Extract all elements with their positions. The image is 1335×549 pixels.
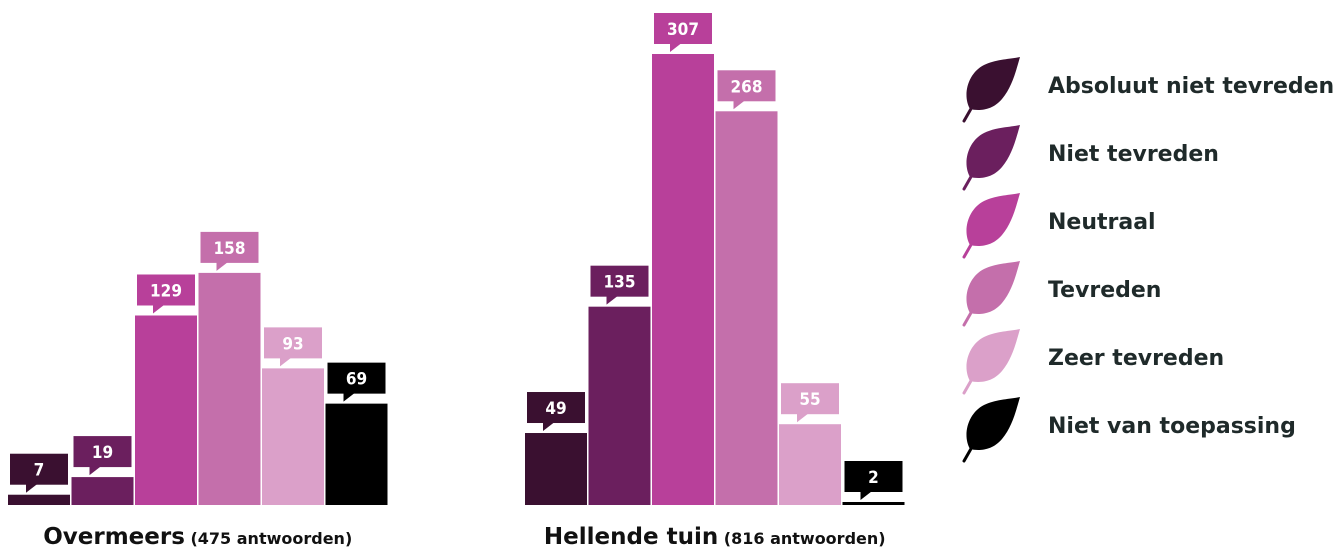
leaf-icon: [966, 193, 1020, 246]
bar-hellende-tuin-niet-van-toepassing: [842, 502, 905, 505]
value-label-pointer: [860, 491, 872, 500]
value-label-text: 49: [545, 399, 566, 419]
group-count: (475 antwoorden): [185, 529, 352, 548]
legend-item: Niet tevreden: [962, 125, 1219, 191]
value-label-pointer: [89, 466, 101, 476]
value-label-pointer: [26, 484, 37, 493]
bar-overmeers-neutraal: [135, 315, 197, 505]
value-labels-layer: 7 19 129 158 93 69 49 135 307 268 55 2: [10, 13, 903, 500]
legend: Absoluut niet tevreden Niet tevreden Neutr…: [962, 57, 1334, 463]
value-label: 19: [73, 436, 132, 476]
value-label-box: [137, 274, 195, 306]
value-label: 93: [264, 327, 322, 367]
value-label-box: [10, 453, 68, 485]
value-label-box: [73, 436, 132, 468]
legend-label: Absoluut niet tevreden: [1048, 74, 1334, 99]
value-label: 158: [200, 231, 259, 271]
value-label-box: [717, 70, 776, 102]
bar-overmeers-niet-van-toepassing: [325, 403, 388, 505]
value-label: 7: [10, 453, 68, 493]
value-label-pointer: [216, 262, 228, 271]
group-count: (816 antwoorden): [718, 529, 885, 548]
bars-layer: [8, 54, 905, 506]
leaf-stem: [962, 105, 974, 123]
legend-label: Tevreden: [1048, 278, 1161, 303]
value-label-box: [590, 265, 649, 297]
leaf-stem: [962, 377, 974, 395]
group-name: Hellende tuin: [544, 524, 718, 549]
value-label-text: 129: [150, 281, 182, 301]
value-label-box: [781, 383, 839, 415]
value-label-pointer: [797, 413, 808, 423]
value-label: 307: [654, 13, 712, 52]
bar-overmeers-zeer-tevreden: [262, 368, 324, 505]
leaf-icon: [966, 57, 1020, 110]
bar-hellende-tuin-neutraal: [652, 54, 714, 505]
leaf-stem: [962, 241, 974, 259]
value-label-text: 2: [868, 468, 879, 488]
value-label: 135: [590, 265, 649, 305]
value-label-box: [264, 327, 322, 359]
legend-label: Zeer tevreden: [1048, 346, 1224, 371]
leaf-stem: [962, 445, 974, 463]
legend-item: Zeer tevreden: [962, 329, 1224, 395]
group-label: Hellende tuin (816 antwoorden): [544, 524, 886, 549]
bar-hellende-tuin-tevreden: [715, 111, 778, 506]
value-label-box: [200, 231, 259, 263]
value-label: 2: [844, 461, 903, 500]
value-label-text: 158: [214, 239, 246, 259]
value-label-text: 135: [604, 273, 636, 293]
value-label-text: 7: [34, 461, 45, 481]
value-label-pointer: [670, 43, 681, 52]
value-label-pointer: [606, 296, 618, 305]
value-label: 49: [527, 392, 585, 432]
value-label-box: [654, 13, 712, 44]
value-label: 69: [327, 362, 386, 402]
value-label: 55: [781, 383, 839, 423]
value-label-text: 69: [346, 370, 367, 390]
value-label-pointer: [543, 422, 554, 432]
legend-label: Niet tevreden: [1048, 142, 1219, 167]
value-label-box: [844, 461, 903, 492]
value-label-text: 268: [731, 77, 763, 97]
legend-item: Neutraal: [962, 193, 1156, 259]
group-name: Overmeers: [43, 524, 185, 549]
group-label: Overmeers (475 antwoorden): [43, 524, 352, 549]
value-label-pointer: [343, 393, 355, 402]
bar-overmeers-niet-tevreden: [71, 477, 134, 505]
leaf-icon: [966, 261, 1020, 314]
value-label-box: [527, 392, 585, 424]
legend-item: Absoluut niet tevreden: [962, 57, 1334, 123]
value-label: 129: [137, 274, 195, 314]
legend-label: Neutraal: [1048, 210, 1156, 235]
bar-hellende-tuin-niet-tevreden: [588, 306, 651, 505]
bar-hellende-tuin-absoluut-niet-tevreden: [525, 433, 587, 505]
group-labels-layer: Overmeers (475 antwoorden) Hellende tuin …: [43, 524, 885, 549]
leaf-icon: [966, 125, 1020, 178]
bar-overmeers-absoluut-niet-tevreden: [8, 494, 70, 505]
leaf-stem: [962, 309, 974, 327]
leaf-icon: [966, 329, 1020, 382]
value-label-pointer: [733, 100, 745, 110]
legend-item: Tevreden: [962, 261, 1161, 327]
bar-hellende-tuin-zeer-tevreden: [779, 424, 841, 505]
value-label-pointer: [280, 357, 291, 367]
leaf-stem: [962, 173, 974, 191]
value-label-text: 307: [667, 20, 699, 40]
leaf-icon: [966, 397, 1020, 450]
bar-overmeers-tevreden: [198, 272, 261, 505]
value-label-text: 19: [92, 443, 113, 463]
value-label-text: 55: [799, 390, 820, 410]
value-label-text: 93: [282, 334, 303, 354]
legend-label: Niet van toepassing: [1048, 414, 1296, 439]
value-label: 268: [717, 70, 776, 110]
value-label-box: [327, 362, 386, 394]
value-label-pointer: [153, 304, 164, 314]
legend-item: Niet van toepassing: [962, 397, 1296, 463]
